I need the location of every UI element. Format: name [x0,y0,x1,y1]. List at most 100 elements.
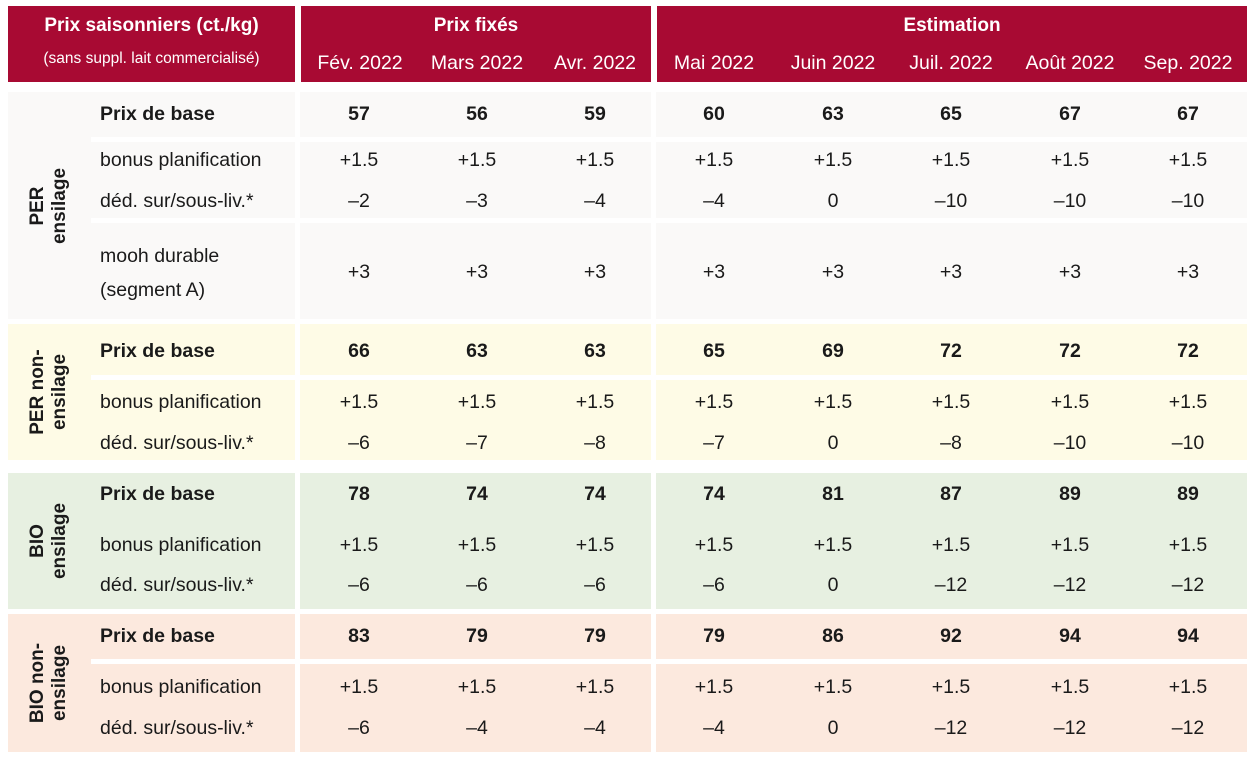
value-cell: +1.5 [694,676,734,698]
value-cell: +1.5 [1050,149,1090,171]
value-cell: +1.5 [1168,534,1208,556]
fixed-prices-label: Prix fixés [433,15,519,36]
base-price-cell: 89 [1177,483,1199,505]
value-cell: 0 [827,574,839,596]
group-label-line: ensilage [48,502,70,580]
group-label-line: PER [26,185,48,226]
value-cell: –6 [348,432,370,454]
base-price-cell: 94 [1177,625,1199,647]
base-price-cell: 79 [703,625,725,647]
group-label-line: PER non- [27,349,48,435]
group-bio-non-ensilage-bg [8,614,1247,752]
row-label-base-price: Prix de base [100,483,215,505]
row-label-planning-bonus: bonus planification [100,676,262,698]
group-label-per-ensilage: PER ensilage [8,92,90,319]
value-cell: +1.5 [1168,391,1208,413]
value-cell: +1.5 [339,534,379,556]
header-estimation: Estimation Mai 2022 Juin 2022 Juil. 2022… [657,6,1247,82]
value-cell: –6 [348,717,370,739]
value-cell: –8 [940,432,962,454]
value-cell: +1.5 [457,676,497,698]
group-label-line: ensilage [48,167,70,244]
column-divider [295,82,300,752]
base-price-cell: 74 [703,483,725,505]
base-price-cell: 79 [466,625,488,647]
value-cell: +3 [465,261,489,283]
base-price-cell: 79 [584,625,606,647]
row-divider [91,218,1247,223]
month-header: Mai 2022 [673,52,755,74]
value-cell: +3 [939,261,963,283]
value-cell: +1.5 [457,534,497,556]
value-cell: +3 [583,261,607,283]
value-cell: –4 [466,717,488,739]
value-cell: –10 [1053,432,1087,454]
base-price-cell: 74 [466,483,488,505]
value-cell: +1.5 [457,391,497,413]
base-price-cell: 87 [940,483,962,505]
value-cell: +1.5 [813,149,853,171]
group-per-ensilage-bg [8,92,1247,319]
value-cell: 0 [827,190,839,212]
value-cell: +1.5 [1050,534,1090,556]
header-corner: Prix saisonniers (ct./kg) (sans suppl. l… [8,6,295,82]
row-label-mooh-durable: mooh durable [100,245,220,267]
value-cell: +1.5 [931,534,971,556]
value-cell: –12 [1171,717,1205,739]
group-label-line: BIO non- [26,642,48,724]
value-cell: –6 [584,574,606,596]
value-cell: +1.5 [694,391,734,413]
base-price-cell: 72 [1177,340,1199,362]
row-divider [91,375,1247,380]
base-price-cell: 65 [940,103,962,125]
base-price-cell: 72 [1059,340,1081,362]
value-cell: +1.5 [694,149,734,171]
estimation-label: Estimation [903,15,1001,36]
value-cell: +1.5 [931,676,971,698]
value-cell: +1.5 [1050,391,1090,413]
value-cell: –4 [703,190,725,212]
value-cell: +1.5 [339,149,379,171]
value-cell: –12 [934,717,968,739]
value-cell: +3 [347,261,371,283]
month-header: Fév. 2022 [317,52,403,74]
value-cell: 0 [827,432,839,454]
header-fixed-prices: Prix fixés Fév. 2022 Mars 2022 Avr. 2022 [301,6,651,82]
value-cell: +1.5 [931,149,971,171]
value-cell: –6 [466,574,488,596]
group-label-line: BIO [26,524,48,558]
group-label-per-non-ensilage: PER non-ensilage [8,324,90,460]
value-cell: –4 [584,717,606,739]
value-cell: –12 [1053,717,1087,739]
table-subtitle: (sans suppl. lait commercialisé) [43,50,260,67]
value-cell: –4 [584,190,606,212]
group-label-bio-ensilage: BIO ensilage [8,473,90,609]
value-cell: –12 [1171,574,1205,596]
value-cell: +1.5 [813,391,853,413]
row-label-segment-a: (segment A) [100,279,206,301]
base-price-cell: 89 [1059,483,1081,505]
value-cell: –12 [1053,574,1087,596]
row-label-base-price: Prix de base [100,103,215,125]
base-price-cell: 63 [466,340,488,362]
base-price-cell: 67 [1177,103,1199,125]
value-cell: –10 [1171,432,1205,454]
column-divider [651,82,656,752]
month-header: Juin 2022 [790,52,876,74]
row-label-delivery-deduction: déd. sur/sous-liv.* [100,717,254,739]
base-price-cell: 60 [703,103,725,125]
group-label-line: ensilage [49,353,70,431]
row-label-planning-bonus: bonus planification [100,391,262,413]
base-price-cell: 57 [348,103,370,125]
value-cell: –12 [934,574,968,596]
value-cell: +3 [702,261,726,283]
row-label-planning-bonus: bonus planification [100,534,262,556]
value-cell: +1.5 [575,676,615,698]
value-cell: –10 [1171,190,1205,212]
base-price-cell: 94 [1059,625,1081,647]
group-label-line: ensilage [48,644,70,722]
value-cell: +1.5 [457,149,497,171]
value-cell: –6 [348,574,370,596]
value-cell: +1.5 [339,391,379,413]
value-cell: +1.5 [813,534,853,556]
